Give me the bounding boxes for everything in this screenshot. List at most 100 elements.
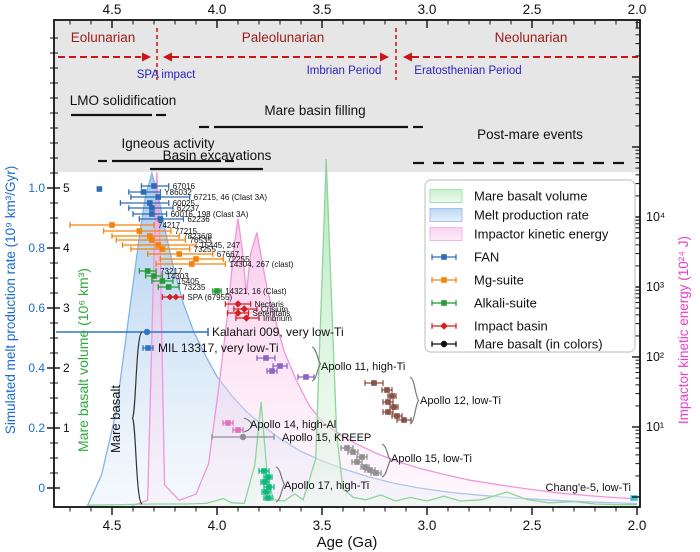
sample-72255: 72255 <box>159 255 250 264</box>
mare-group-chang-e-5-low-ti: Chang'e-5, low-Ti <box>546 482 638 501</box>
legend-item-impact-basin: Impact basin <box>431 319 548 334</box>
legend-label-impactor-kinetic-energy: Impactor kinetic energy <box>474 227 609 242</box>
mare-label-kalahari-009-very-low-ti: Kalahari 009, very low-Ti <box>212 325 344 339</box>
sample-crisium: Crisium <box>233 305 288 314</box>
mare-label-apollo-15-kreep: Apollo 15, KREEP <box>282 432 371 444</box>
legend-item-alkali-suite: Alkali-suite <box>431 296 537 311</box>
sample-14304-267-clast: 14304, 267 (clast) <box>155 260 294 269</box>
top-tick-2-0: 2.0 <box>628 2 647 17</box>
sample-15405: 15405 <box>151 277 200 286</box>
arrowhead-right-icon <box>142 52 151 62</box>
sample-60025: 60025 <box>119 199 196 208</box>
legend-label-mg-suite: Mg-suite <box>474 273 524 288</box>
energy-tick-10: 10³ <box>646 280 664 294</box>
energy-tick-10: 10² <box>646 350 664 364</box>
legend-label-mare-basalt-volume: Mare basalt volume <box>474 189 587 204</box>
left-axis: 0 0.2 0.4 0.6 0.8 1.0 1 2 3 4 5 <box>28 37 70 495</box>
sample-label-60025: 60025 <box>173 199 196 208</box>
event-bar-post-mare-events: Post-mare events <box>413 127 629 165</box>
sample-62237: 62237 <box>128 204 200 213</box>
event-label-mare-basin-filling: Mare basin filling <box>264 103 365 118</box>
brace <box>381 443 392 478</box>
sample-label-62237: 62237 <box>177 204 200 213</box>
sample-label-14303: 14303 <box>166 272 189 281</box>
top-tick-4-0: 4.0 <box>208 2 227 17</box>
sample-label-76535: 76535 <box>190 236 213 245</box>
legend-box <box>424 179 636 353</box>
bottom-tick-4-5: 4.5 <box>103 518 122 533</box>
sample-fan-point <box>96 186 103 192</box>
bottom-tick-3-5: 3.5 <box>313 518 332 533</box>
brace <box>311 346 322 382</box>
volume-tick-1: 1 <box>63 421 70 435</box>
left-axis-title: Simulated melt production rate (10⁹ km³/… <box>3 166 18 434</box>
sample-67016: 67016 <box>140 182 195 191</box>
curve-mare-basalt-volume <box>86 158 637 506</box>
bottom-tick-2-5: 2.5 <box>523 518 542 533</box>
sample-label-67667: 67667 <box>217 250 240 259</box>
mare-group-apollo-12-low-ti: Apollo 12, low-Ti <box>364 376 501 425</box>
legend-label-fan: FAN <box>474 250 499 265</box>
event-bar-igneous-activity: Igneous activity <box>98 136 234 163</box>
volume-axis-title: Mare basalt volume (10⁶ km³) <box>75 268 91 452</box>
sample-label-15445-247: 15445, 247 <box>200 241 241 250</box>
area-impactor-kinetic-energy <box>128 172 638 507</box>
sample-label-15405: 15405 <box>177 277 200 286</box>
sample-label-67215-46-clast-3a: 67215, 46 (Clast 3A) <box>194 193 268 202</box>
sample-76535: 76535 <box>115 236 213 245</box>
sample-label-crisium: Crisium <box>261 305 288 314</box>
legend-item-mare-basalt-in-colors: Mare basalt (in colors) <box>431 337 603 352</box>
arrowhead-right-icon <box>380 52 389 62</box>
sample-77215: 77215 <box>102 227 198 236</box>
volume-tick-4: 4 <box>63 241 70 255</box>
sample-label-73217: 73217 <box>160 267 183 276</box>
energy-tick-10: 10¹ <box>646 420 664 434</box>
period-label-imbrian-period: Imbrian Period <box>307 65 382 77</box>
sample-label-73255: 73255 <box>194 245 217 254</box>
event-bar-lmo-solidification: LMO solidification <box>70 93 176 117</box>
period-label-eratosthenian-period: Eratosthenian Period <box>414 65 521 77</box>
rate-tick-0-2: 0.2 <box>28 421 45 435</box>
legend-patch-icon <box>429 227 463 241</box>
sample-serenitatis: Serenitatis <box>226 309 291 318</box>
mare-label-apollo-17-high-ti: Apollo 17, high-Ti <box>284 480 369 492</box>
sample-78236-8: 78236/8 <box>111 232 213 241</box>
top-tick-2-5: 2.5 <box>523 2 542 17</box>
volume-tick-2: 2 <box>63 361 70 375</box>
era-band <box>55 21 639 172</box>
mare-label-chang-e-5-low-ti: Chang'e-5, low-Ti <box>546 482 631 494</box>
sample-14303: 14303 <box>144 272 189 281</box>
mare-group-apollo-15-low-ti: Apollo 15, low-Ti <box>340 443 472 478</box>
legend-patch-icon <box>429 208 463 222</box>
legend-item-mare-basalt-volume: Mare basalt volume <box>429 189 587 204</box>
sample-label-spa-67955: SPA (67955) <box>187 293 232 302</box>
brace <box>275 466 286 503</box>
rate-tick-1-0: 1.0 <box>28 181 45 195</box>
legend: Mare basalt volume Melt production rate Im… <box>424 179 636 353</box>
era-label-eolunarian: Eolunarian <box>71 30 136 45</box>
legend-label-mare-basalt-in-colors: Mare basalt (in colors) <box>474 337 603 352</box>
event-label-igneous-activity: Igneous activity <box>121 136 214 151</box>
sample-label-74217: 74217 <box>158 221 181 230</box>
rate-tick-0: 0 <box>38 481 45 495</box>
x-axes: 4.5 4.5 4.0 4.0 3.5 3.5 3.0 3.0 2.5 2.5 2.0 2.0 Age … <box>69 2 647 551</box>
bottom-tick-4-0: 4.0 <box>208 518 227 533</box>
mare-basalt-brace-group: Mare basalt <box>108 331 143 505</box>
sample-label-serenitatis: Serenitatis <box>253 309 291 318</box>
period-label-spa-impact: SPA impact <box>137 69 196 81</box>
event-label-post-mare-events: Post-mare events <box>477 127 583 142</box>
sample-imbrium: Imbrium <box>235 314 292 323</box>
bottom-tick-2-0: 2.0 <box>628 518 647 533</box>
top-tick-3-5: 3.5 <box>313 2 332 17</box>
brace <box>131 331 143 505</box>
legend-label-impact-basin: Impact basin <box>474 319 548 334</box>
mare-group-apollo-17-high-ti: Apollo 17, high-Ti <box>258 466 369 503</box>
mare-label-apollo-11-high-ti: Apollo 11, high-Ti <box>321 361 405 373</box>
right-axis-title: Impactor kinetic energy (10²⁴ J) <box>676 236 691 424</box>
event-bar-basin-excavations: Basin excavations <box>150 148 272 171</box>
event-label-basin-excavations: Basin excavations <box>163 148 272 163</box>
sample-62236: 62236 <box>138 215 210 224</box>
sample-label-imbrium: Imbrium <box>263 314 292 323</box>
